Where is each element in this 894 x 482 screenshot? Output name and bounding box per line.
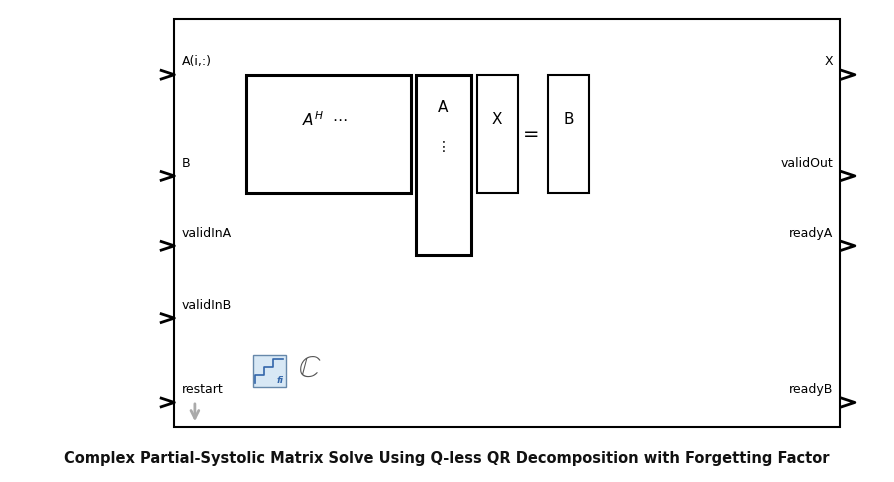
Text: validInB: validInB bbox=[181, 299, 232, 312]
Text: B: B bbox=[181, 157, 190, 170]
Text: X: X bbox=[492, 112, 502, 127]
Bar bbox=[253, 355, 286, 387]
Text: ⋮: ⋮ bbox=[436, 140, 451, 154]
Bar bbox=[548, 75, 589, 193]
Text: X: X bbox=[824, 55, 833, 68]
Text: A(i,:): A(i,:) bbox=[181, 55, 212, 68]
Text: validInA: validInA bbox=[181, 227, 232, 240]
Text: A: A bbox=[438, 100, 449, 115]
Text: B: B bbox=[563, 112, 574, 127]
Bar bbox=[246, 75, 411, 193]
Bar bbox=[174, 19, 840, 427]
Text: Complex Partial-Systolic Matrix Solve Using Q-less QR Decomposition with Forgett: Complex Partial-Systolic Matrix Solve Us… bbox=[64, 451, 830, 467]
Text: readyB: readyB bbox=[789, 383, 833, 396]
Text: $=$: $=$ bbox=[519, 122, 539, 142]
Text: validOut: validOut bbox=[780, 157, 833, 170]
Text: $A^H$  $\cdots$: $A^H$ $\cdots$ bbox=[302, 110, 349, 129]
Text: restart: restart bbox=[181, 383, 224, 396]
Text: fi: fi bbox=[276, 375, 283, 385]
Bar bbox=[477, 75, 518, 193]
Bar bbox=[416, 75, 471, 255]
Text: readyA: readyA bbox=[789, 227, 833, 240]
Text: $\mathbb{C}$: $\mathbb{C}$ bbox=[298, 354, 321, 383]
